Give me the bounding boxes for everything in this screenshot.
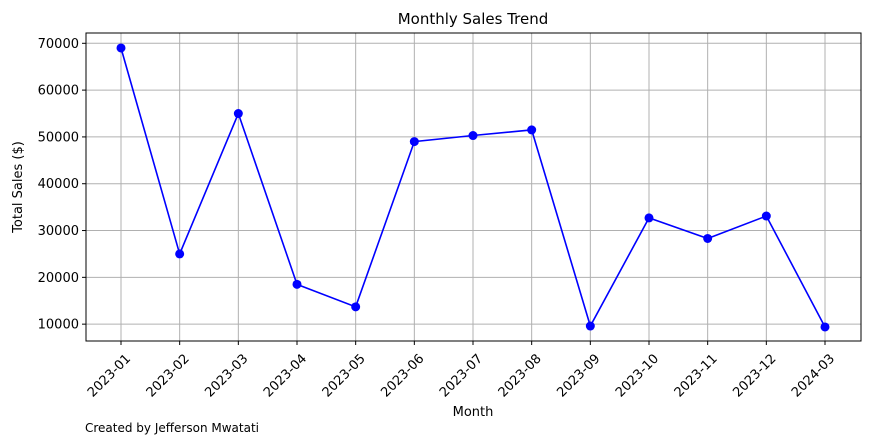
plot-frame bbox=[85, 32, 862, 342]
data-point bbox=[409, 137, 419, 147]
y-tick-label: 30000 bbox=[38, 224, 79, 239]
y-tick-label: 10000 bbox=[38, 318, 79, 333]
x-tick-label: 2023-08 bbox=[496, 351, 545, 400]
x-tick-label: 2023-07 bbox=[437, 351, 486, 400]
x-tick-label: 2023-09 bbox=[554, 351, 603, 400]
y-axis: 10000 20000 30000 40000 50000 60000 70000 bbox=[38, 37, 86, 333]
x-tick-label: 2023-12 bbox=[730, 351, 779, 400]
x-axis: 2023-01 2023-02 2023-03 2023-04 2023-05 2023-… bbox=[85, 341, 838, 400]
x-tick-label: 2023-04 bbox=[261, 351, 310, 400]
y-tick-label: 70000 bbox=[38, 37, 79, 52]
x-tick-label: 2023-02 bbox=[144, 351, 193, 400]
x-tick-label: 2023-01 bbox=[85, 351, 134, 400]
chart-title: Monthly Sales Trend bbox=[398, 10, 549, 28]
data-point bbox=[527, 125, 537, 135]
x-axis-label: Month bbox=[453, 405, 494, 420]
data-point bbox=[351, 302, 361, 312]
data-point bbox=[116, 43, 126, 53]
data-point bbox=[468, 131, 478, 141]
y-tick-label: 20000 bbox=[38, 271, 79, 286]
data-point bbox=[585, 321, 595, 331]
grid bbox=[86, 33, 861, 341]
x-tick-label: 2023-10 bbox=[613, 351, 662, 400]
y-axis-label: Total Sales ($) bbox=[11, 141, 26, 234]
x-tick-label: 2023-11 bbox=[672, 351, 721, 400]
footer-caption: Created by Jefferson Mwatati bbox=[85, 421, 259, 435]
data-point bbox=[703, 233, 713, 243]
x-tick-label: 2023-05 bbox=[320, 351, 369, 400]
x-tick-label: 2023-06 bbox=[378, 351, 427, 400]
data-point bbox=[175, 249, 185, 259]
x-tick-label: 2023-03 bbox=[202, 351, 251, 400]
x-tick-label: 2024-03 bbox=[789, 351, 838, 400]
data-point bbox=[820, 322, 830, 332]
y-tick-label: 60000 bbox=[38, 84, 79, 99]
data-point bbox=[233, 109, 243, 119]
data-point bbox=[644, 213, 654, 223]
data-point bbox=[292, 279, 302, 289]
data-point bbox=[761, 211, 771, 221]
y-tick-label: 50000 bbox=[38, 130, 79, 145]
y-tick-label: 40000 bbox=[38, 177, 79, 192]
series bbox=[116, 43, 830, 332]
